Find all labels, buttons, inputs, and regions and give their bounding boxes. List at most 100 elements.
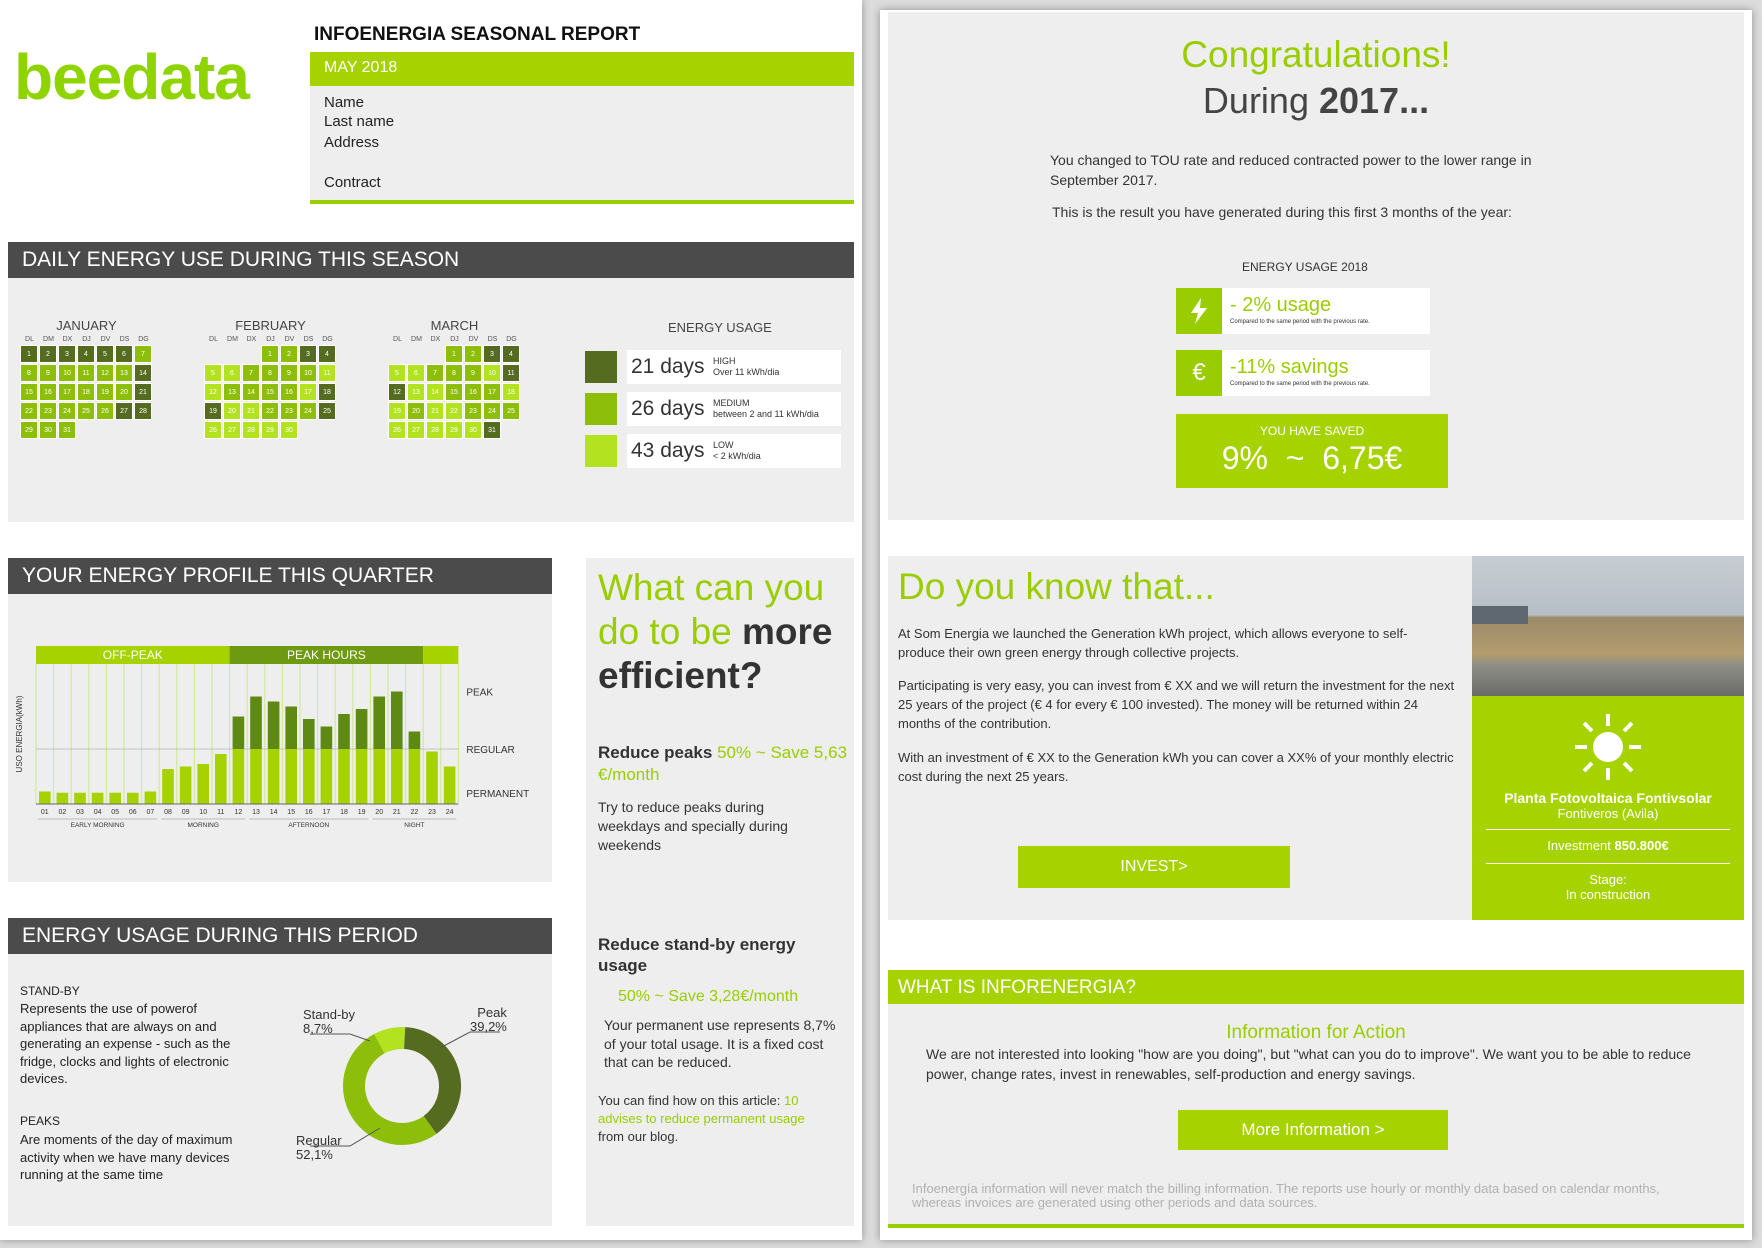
tips-heading-a: What can you do to be [598,567,825,652]
x-tick-06: 06 [129,809,137,816]
calendar-day: 31 [58,421,76,439]
calendar-day: 17 [299,383,317,401]
x-tick-15: 15 [287,809,295,816]
weekday-label: DJ [450,336,459,343]
pie-label-peak-pct: 39,2% [470,1019,507,1034]
calendar-day: 28 [134,402,152,420]
what-subtitle: Information for Action [1226,1022,1406,1043]
weekday-label: DG [322,336,333,343]
tip-peaks-title: Reduce peaks [598,743,713,762]
period-label: EARLY MORNING [71,822,125,829]
calendar-day: 5 [96,345,114,363]
calendar-empty [223,345,242,364]
invest-button[interactable]: INVEST> [1018,846,1290,888]
period-label: MORNING [187,822,218,829]
x-tick-13: 13 [252,809,260,816]
profile-bar-top-19 [355,709,368,749]
calendar-grid: 1 2 3 4 5 6 7 8 9 10 11 12 13 14 15 16 17 18 19 20 21 22 23 24 2… [388,345,521,440]
know-title: Do you know that... [898,566,1215,607]
customer-box: Name Last name Address Contract [310,86,854,204]
offpeak-header [36,646,230,664]
calendar-day: 20 [223,402,241,420]
calendar-day: 7 [242,364,260,382]
profile-bar-21 [391,749,403,804]
pie-label-regular-pct: 52,1% [296,1147,333,1162]
period-label: AFTERNOON [288,822,329,829]
calendar-day: 13 [223,383,241,401]
calendar-day: 25 [502,402,520,420]
calendar-day: 28 [242,421,260,439]
x-tick-10: 10 [199,809,207,816]
know-p1: At Som Energia we launched the Generatio… [898,626,1408,660]
calendar-day: 19 [204,402,222,420]
saved-box: YOU HAVE SAVED 9% ~ 6,75€ [1176,414,1448,488]
x-tick-07: 07 [147,809,155,816]
legend-days-medium: 26 days [631,397,705,420]
savings-change-note: Compared to the same period with the pre… [1230,381,1370,387]
calendar-day: 15 [445,383,463,401]
calendar-day: 1 [20,345,38,363]
calendar-day: 11 [77,364,95,382]
calendar-day: 12 [204,383,222,401]
x-tick-23: 23 [428,809,436,816]
legend-title: ENERGY USAGE [668,320,772,335]
offpeak-header-night [423,646,459,664]
what-section-title: WHAT IS INFORENERGIA? [888,970,1744,1004]
x-tick-17: 17 [323,809,331,816]
calendar-day: 5 [388,364,406,382]
congrats-during: During 2017... [880,80,1752,122]
calendar-day: 29 [445,421,463,439]
calendar-day: 12 [388,383,406,401]
calendar-day: 16 [39,383,57,401]
calendar-weekdays: DL DM DX DJ DV DS DG [20,336,153,343]
pie-label-peak: Peak 39,2% [470,1006,507,1034]
legend-high: 21 days HIGH Over 11 kWh/dia [585,350,841,384]
lightning-icon [1176,288,1222,334]
y-axis-label: USO ENERGIA(kWh) [15,695,24,772]
savings-change-value: -11% savings [1230,356,1349,378]
usage-section-title: ENERGY USAGE DURING THIS PERIOD [8,918,552,954]
calendar-month-name: JANUARY [56,318,117,333]
usage-section [8,954,552,1226]
calendar-day: 11 [502,364,520,382]
calendar-day: 18 [502,383,520,401]
profile-bar-08 [162,769,174,804]
calendar-march: MARCH DL DM DX DJ DV DS DG 1 2 3 4 5 6 7 8 9 10 11 12 13 14 15… [388,318,521,440]
x-tick-14: 14 [270,809,278,816]
profile-bar-01 [39,791,51,804]
calendar-empty [242,345,261,364]
customer-last-name: Last name [324,113,395,130]
daily-section-title: DAILY ENERGY USE DURING THIS SEASON [8,242,854,278]
calendar-day: 31 [483,421,501,439]
profile-chart: OFF-PEAK PEAK HOURS 01 02 03 04 05 06 07 08 09 10 11… [15,646,529,829]
tip-article-link[interactable]: 10 advises to reduce permanent usage [598,1093,805,1126]
calendar-day: 3 [299,345,317,363]
profile-bar-24 [443,766,456,804]
weekday-label: DX [246,336,257,343]
profile-bar-10 [197,764,209,804]
calendar-day: 9 [280,364,298,382]
tips-section [586,558,854,1226]
plant-divider-2 [1486,863,1730,864]
plant-divider-1 [1486,829,1730,830]
more-information-button[interactable]: More Information > [1178,1110,1448,1150]
legend-low: 43 days LOW < 2 kWh/dia [585,434,841,468]
profile-bar-top-14 [267,701,280,749]
profile-bar-top-13 [250,696,262,749]
tip-standby-text: Your permanent use represents 8,7% of yo… [604,1017,836,1070]
calendar-day: 26 [96,402,114,420]
calendar-day: 14 [242,383,260,401]
calendar-day: 25 [318,402,336,420]
euro-icon: € [1176,350,1222,396]
weekday-label: DV [284,336,295,343]
plant-name: Planta Fotovoltaica Fontivsolar [1504,790,1712,806]
pie-label-peak-name: Peak [477,1005,507,1020]
profile-bar-19 [355,749,368,804]
profile-bar-top-21 [391,691,403,749]
weekday-label: DS [119,336,130,343]
calendar-day: 14 [134,364,152,382]
x-tick-20: 20 [375,809,383,816]
peak-hours-header [229,646,424,664]
x-tick-01: 01 [41,809,49,816]
sun-icon [1573,712,1643,782]
